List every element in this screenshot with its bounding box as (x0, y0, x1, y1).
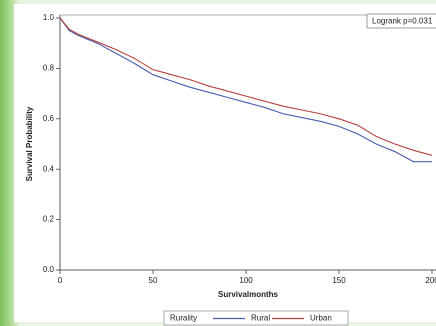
x-tick-label: 150 (332, 276, 346, 285)
legend-title: Rurality (170, 314, 197, 323)
y-tick-label: 0.0 (43, 265, 55, 274)
y-tick-label: 0.8 (43, 64, 55, 73)
x-tick-label: 50 (149, 276, 158, 285)
y-tick-label: 0.4 (43, 164, 55, 173)
annotation-box (366, 13, 436, 29)
survival-curve (59, 17, 432, 163)
y-axis-label: Survival Probability (25, 106, 34, 181)
y-tick-label: 0.6 (43, 114, 55, 123)
y-tick-label: 1.0 (43, 13, 55, 22)
x-tick-label: 200 (425, 276, 436, 285)
annotation: Logrank p=0.031 (372, 17, 433, 26)
x-tick-label: 100 (239, 276, 253, 285)
x-tick-label: 0 (58, 276, 63, 285)
x-axis-label: Survivalmonths (218, 290, 279, 299)
survival-curve (59, 17, 433, 156)
legend-box (163, 310, 349, 326)
y-tick-label: 0.2 (43, 215, 55, 224)
legend-label: Rural (251, 314, 270, 323)
legend-label: Urban (310, 314, 332, 323)
